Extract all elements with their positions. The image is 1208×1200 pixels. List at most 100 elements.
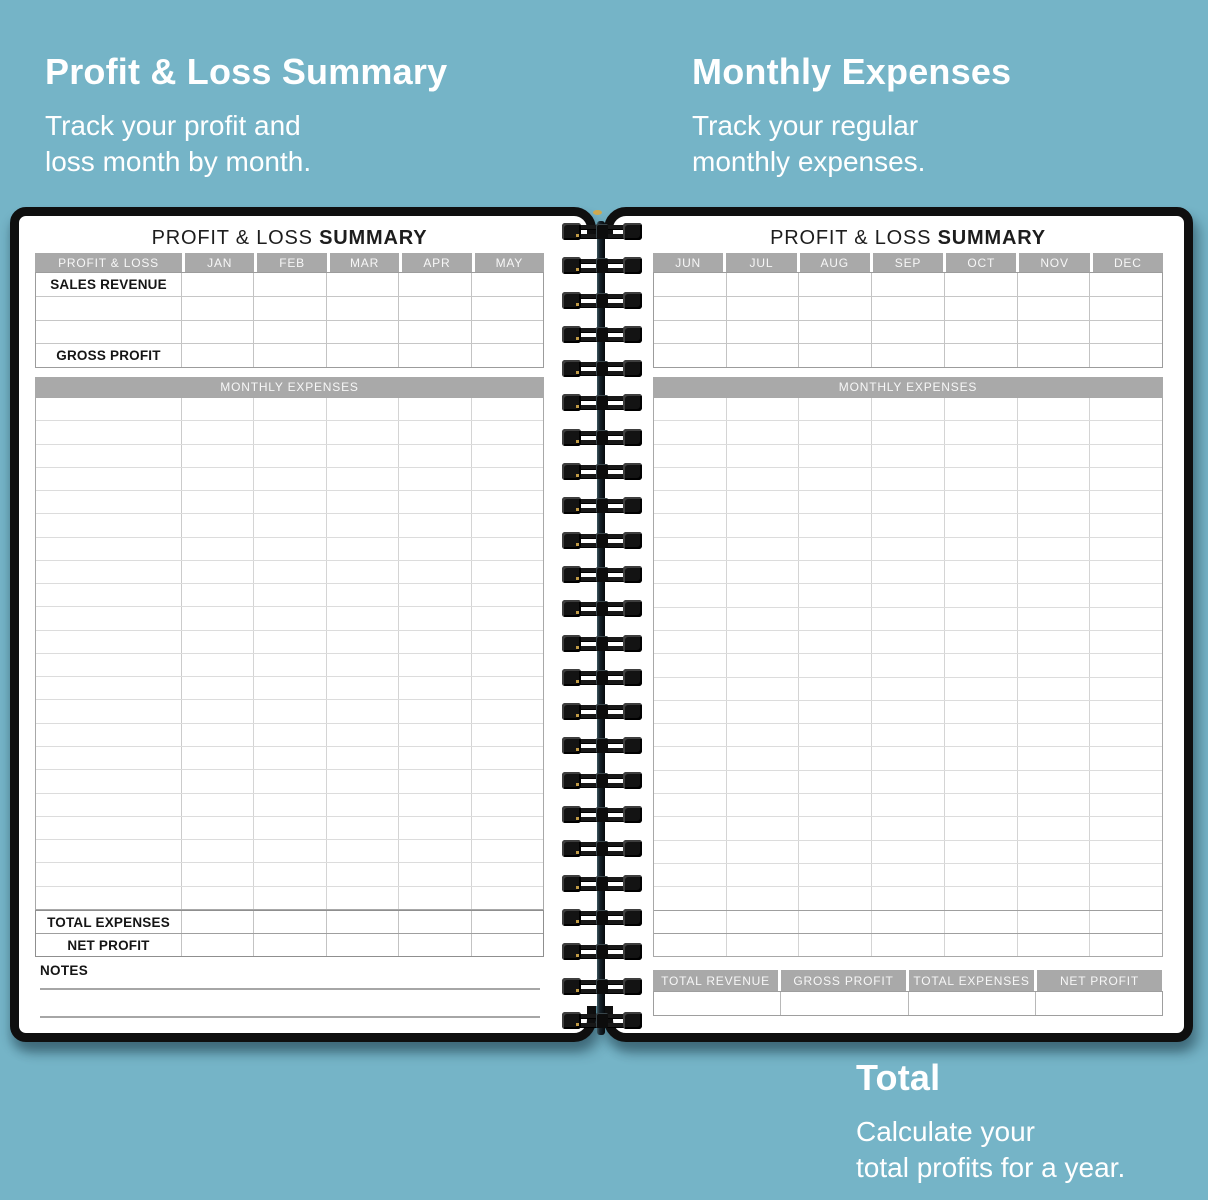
column-header: JAN (185, 253, 255, 272)
table-cell (327, 700, 400, 723)
table-cell (654, 700, 727, 724)
binding-coil (562, 840, 642, 858)
expense-row (36, 839, 543, 863)
table-cell (327, 491, 400, 514)
table-cell (1090, 584, 1162, 606)
table-cell (182, 911, 255, 933)
table-row (654, 273, 1162, 296)
table-cell (1090, 491, 1162, 513)
column-header: MAR (329, 253, 400, 272)
expense-row (654, 932, 1162, 957)
table-cell (254, 444, 327, 467)
table-cell (472, 911, 543, 933)
table-cell (872, 444, 945, 467)
table-cell (254, 700, 327, 723)
table-cell (872, 840, 945, 863)
table-cell (1090, 445, 1162, 467)
table-cell (945, 724, 1018, 747)
table-cell (327, 816, 400, 840)
table-cell (872, 421, 945, 444)
coil-end (623, 840, 642, 858)
table-cell (654, 537, 727, 561)
table-cell (1018, 514, 1091, 537)
table-cell (472, 631, 543, 653)
table-cell (872, 794, 945, 817)
binding-coil (562, 360, 642, 378)
table-cell (799, 677, 873, 700)
table-cell (472, 794, 543, 816)
table-cell (1018, 561, 1091, 584)
table-cell (182, 630, 255, 653)
table-cell (399, 770, 472, 793)
binding-coil (562, 668, 642, 686)
table-cell (872, 887, 945, 910)
table-cell (945, 910, 1018, 933)
table-cell (945, 794, 1018, 817)
table-cell (1090, 771, 1162, 793)
table-cell (727, 491, 800, 514)
table-cell (654, 654, 727, 677)
table-cell (182, 273, 255, 296)
binding-coil (562, 874, 642, 892)
table-cell (799, 537, 873, 561)
expense-row (654, 536, 1162, 561)
table-cell (727, 607, 800, 630)
table-cell (399, 911, 472, 933)
table-row (654, 295, 1162, 320)
table-cell (799, 910, 873, 933)
table-cell (1018, 887, 1091, 910)
table-cell (1090, 561, 1162, 583)
table-cell (727, 273, 800, 296)
column-header: TOTAL REVENUE (653, 970, 778, 991)
table-cell (1018, 910, 1091, 933)
expense-row (654, 769, 1162, 794)
table-cell (472, 700, 543, 722)
table-cell (254, 863, 327, 886)
table-cell (654, 421, 727, 444)
table-cell (799, 840, 873, 863)
column-header: SEP (872, 253, 944, 272)
table-cell (472, 747, 543, 769)
table-cell (945, 677, 1018, 700)
table-cell (872, 491, 945, 514)
table-row (654, 343, 1162, 367)
table-cell (872, 296, 945, 320)
table-cell (1018, 320, 1091, 344)
table-cell (945, 320, 1018, 344)
coil-end (562, 840, 581, 858)
table-cell (654, 992, 782, 1015)
table-cell (945, 770, 1018, 794)
expense-row (36, 490, 543, 514)
table-cell (1090, 864, 1162, 886)
expense-name-cell (36, 793, 182, 816)
right-page: PROFIT & LOSS SUMMARY JUN JUL AUG SEP OCT NOV… (604, 207, 1193, 1042)
coil-center (596, 669, 608, 685)
caption-profit-loss-summary: Profit & Loss Summary Track your profit … (45, 52, 447, 180)
table-cell (654, 561, 727, 584)
table-cell (872, 700, 945, 724)
coil-center (596, 601, 608, 617)
coil-end (623, 360, 642, 378)
table-cell (872, 817, 945, 840)
table-cell (472, 654, 543, 676)
table-cell (799, 654, 873, 677)
table-cell (399, 746, 472, 770)
table-cell (727, 700, 800, 724)
table-cell (1018, 584, 1091, 607)
table-cell (654, 840, 727, 863)
table-cell (327, 886, 400, 909)
table-cell (799, 630, 873, 654)
table-cell (1090, 747, 1162, 769)
expense-row (654, 560, 1162, 584)
column-header: OCT (946, 253, 1017, 272)
coil-end (562, 874, 581, 892)
table-cell (254, 344, 327, 367)
coil-center (596, 704, 608, 720)
table-cell (1018, 537, 1091, 561)
table-cell (1090, 538, 1162, 560)
expense-name-cell (36, 421, 182, 444)
binding-coil (562, 806, 642, 824)
table-cell (654, 770, 727, 794)
table-cell (872, 398, 945, 421)
table-cell (799, 561, 873, 584)
